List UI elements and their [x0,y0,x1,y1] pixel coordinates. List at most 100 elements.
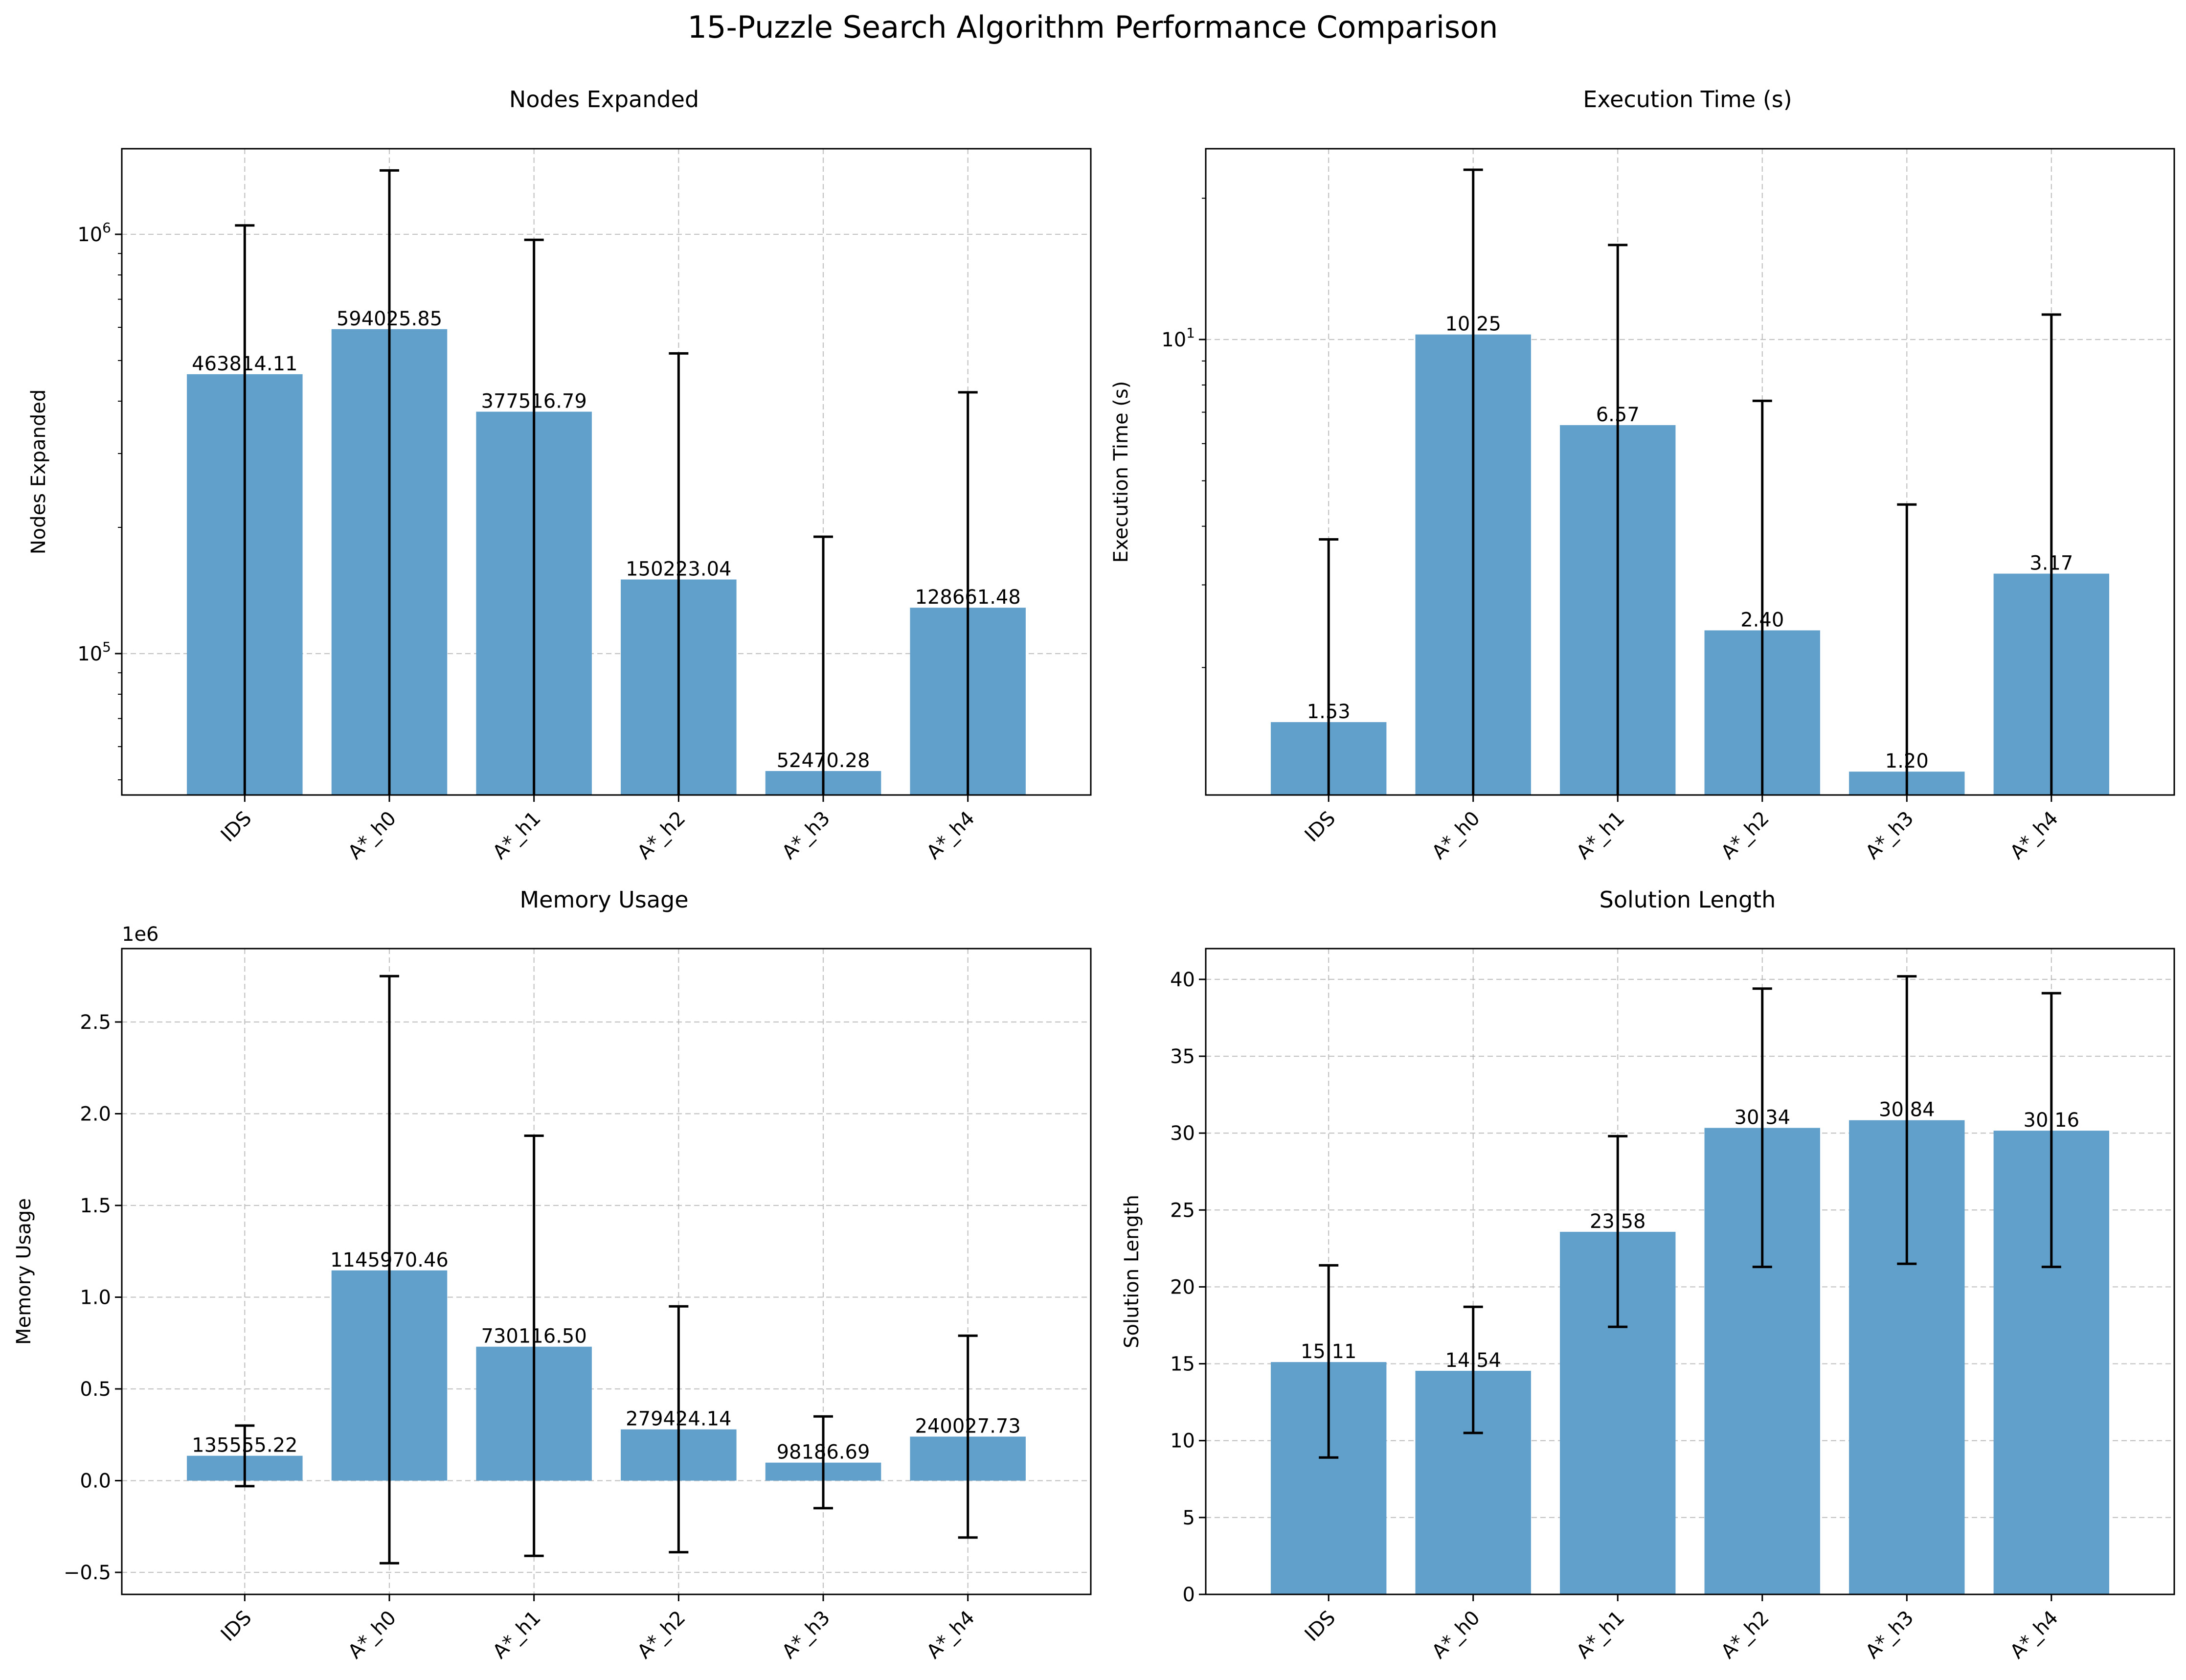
data-label: 98186.69 [777,1441,870,1464]
data-label: 6.57 [1596,404,1640,426]
data-label: 240027.73 [915,1415,1021,1437]
error-bar [669,1305,689,1554]
x-tick-label: A*_h0 [344,807,401,864]
subplot-3: 135555.22 1145970.46 730116.50 279424.14 981… [13,886,1092,1663]
error-bar [1463,1305,1483,1434]
error-bar [1463,168,1483,795]
data-label: 14.54 [1445,1349,1501,1372]
y-axis-label: Nodes Expanded [27,389,50,555]
subplot-title: Execution Time (s) [1583,86,1792,113]
axes-frame [121,148,1092,796]
data-label: 135555.22 [192,1434,297,1457]
x-tick-label: A*_h1 [489,807,545,864]
y-tick-label: 1.5 [80,1195,111,1217]
error-bar [958,391,978,795]
subplot-title: Solution Length [1600,886,1776,913]
error-bar [1608,244,1628,795]
y-axis-label: Memory Usage [13,1198,35,1345]
y-tick-label: 40 [1170,969,1195,991]
data-label: 52470.28 [777,749,870,772]
data-label: 30.16 [2024,1109,2080,1132]
axis-offset-label: 1e6 [122,923,159,946]
x-tick-label: A*_h3 [1861,807,1918,864]
x-tick-label: A*_h2 [1717,1607,1774,1663]
y-tick-label: 106 [77,220,111,246]
x-tick-label: A*_h1 [1572,1607,1629,1663]
y-axis-label: Solution Length [1121,1195,1143,1348]
error-bar [379,975,399,1565]
data-label: 1.53 [1307,701,1351,723]
grid [122,949,1091,1594]
error-bar [1897,975,1917,1265]
error-bar [1897,503,1917,795]
axes-frame [121,948,1092,1595]
data-label: 30.84 [1879,1099,1935,1121]
data-label: 128661.48 [915,586,1021,609]
data-label: 3.17 [2029,552,2073,575]
error-bar [524,1135,544,1557]
y-tick-label: 101 [1161,325,1195,351]
error-bar [1319,1264,1339,1459]
error-bar [669,352,689,795]
x-tick-label: A*_h4 [923,807,979,864]
x-tick-label: A*_h3 [778,807,834,864]
x-tick-label: A*_h1 [1572,807,1629,864]
data-label: 730116.50 [481,1325,587,1348]
x-tick-label: IDS [217,807,256,847]
y-tick-label: 0 [1183,1584,1195,1606]
x-tick-label: A*_h0 [344,1607,401,1663]
error-bar [379,169,399,795]
y-tick-label: 20 [1170,1276,1195,1298]
x-tick-label: IDS [217,1607,256,1646]
y-tick-label: 15 [1170,1353,1195,1376]
error-bar [235,224,255,795]
subplots: 463814.11 594025.85 377516.79 150223.04 5247… [13,86,2175,1663]
y-tick-label: 30 [1170,1122,1195,1145]
error-bar [524,238,544,795]
y-tick-label: 2.0 [80,1103,111,1126]
x-tick-label: A*_h1 [489,1607,545,1663]
y-tick-label: 1.0 [80,1287,111,1309]
error-bar [2041,313,2061,795]
x-tick-label: A*_h2 [633,807,690,864]
y-tick-label: 2.5 [80,1011,111,1034]
x-tick-label: A*_h3 [778,1607,834,1663]
data-label: 2.40 [1740,609,1784,631]
axes-frame [1205,948,2175,1595]
error-bar [1752,987,1772,1269]
error-bar [1319,538,1339,795]
data-label: 377516.79 [481,390,587,413]
y-tick-label: 10 [1170,1430,1195,1453]
y-tick-label: 5 [1183,1507,1195,1529]
subplot-2: 1.53 10.25 6.57 2.40 1.20 3.17 101 IDS A*_h0 A*_h… [1110,86,2175,864]
error-bar [813,1415,834,1510]
x-tick-label: A*_h4 [2006,1607,2063,1663]
error-bar [1608,1135,1628,1328]
y-axis-label: Execution Time (s) [1110,381,1132,563]
x-tick-label: IDS [1301,807,1340,847]
x-tick-label: A*_h2 [633,1607,690,1663]
data-label: 10.25 [1445,313,1501,336]
data-label: 279424.14 [626,1408,731,1430]
data-label: 23.58 [1590,1210,1646,1233]
error-bar [813,535,834,795]
data-label: 463814.11 [192,353,297,375]
data-label: 150223.04 [626,558,731,581]
x-tick-label: A*_h4 [2006,807,2063,864]
y-tick-label: 25 [1170,1199,1195,1222]
x-tick-label: A*_h0 [1428,1607,1485,1663]
subplot-title: Memory Usage [519,886,688,913]
x-tick-label: A*_h0 [1428,807,1485,864]
y-tick-label: 0.0 [80,1470,111,1493]
subplot-1: 463814.11 594025.85 377516.79 150223.04 5247… [27,86,1092,864]
y-tick-label: −0.5 [64,1562,111,1584]
y-tick-label: 35 [1170,1045,1195,1068]
data-label: 15.11 [1301,1340,1357,1363]
data-label: 1.20 [1885,750,1929,772]
y-tick-label: 105 [77,639,111,665]
x-tick-label: A*_h2 [1717,807,1774,864]
error-bar [2041,992,2061,1269]
subplot-title: Nodes Expanded [509,86,699,113]
y-tick-label: 0.5 [80,1378,111,1401]
